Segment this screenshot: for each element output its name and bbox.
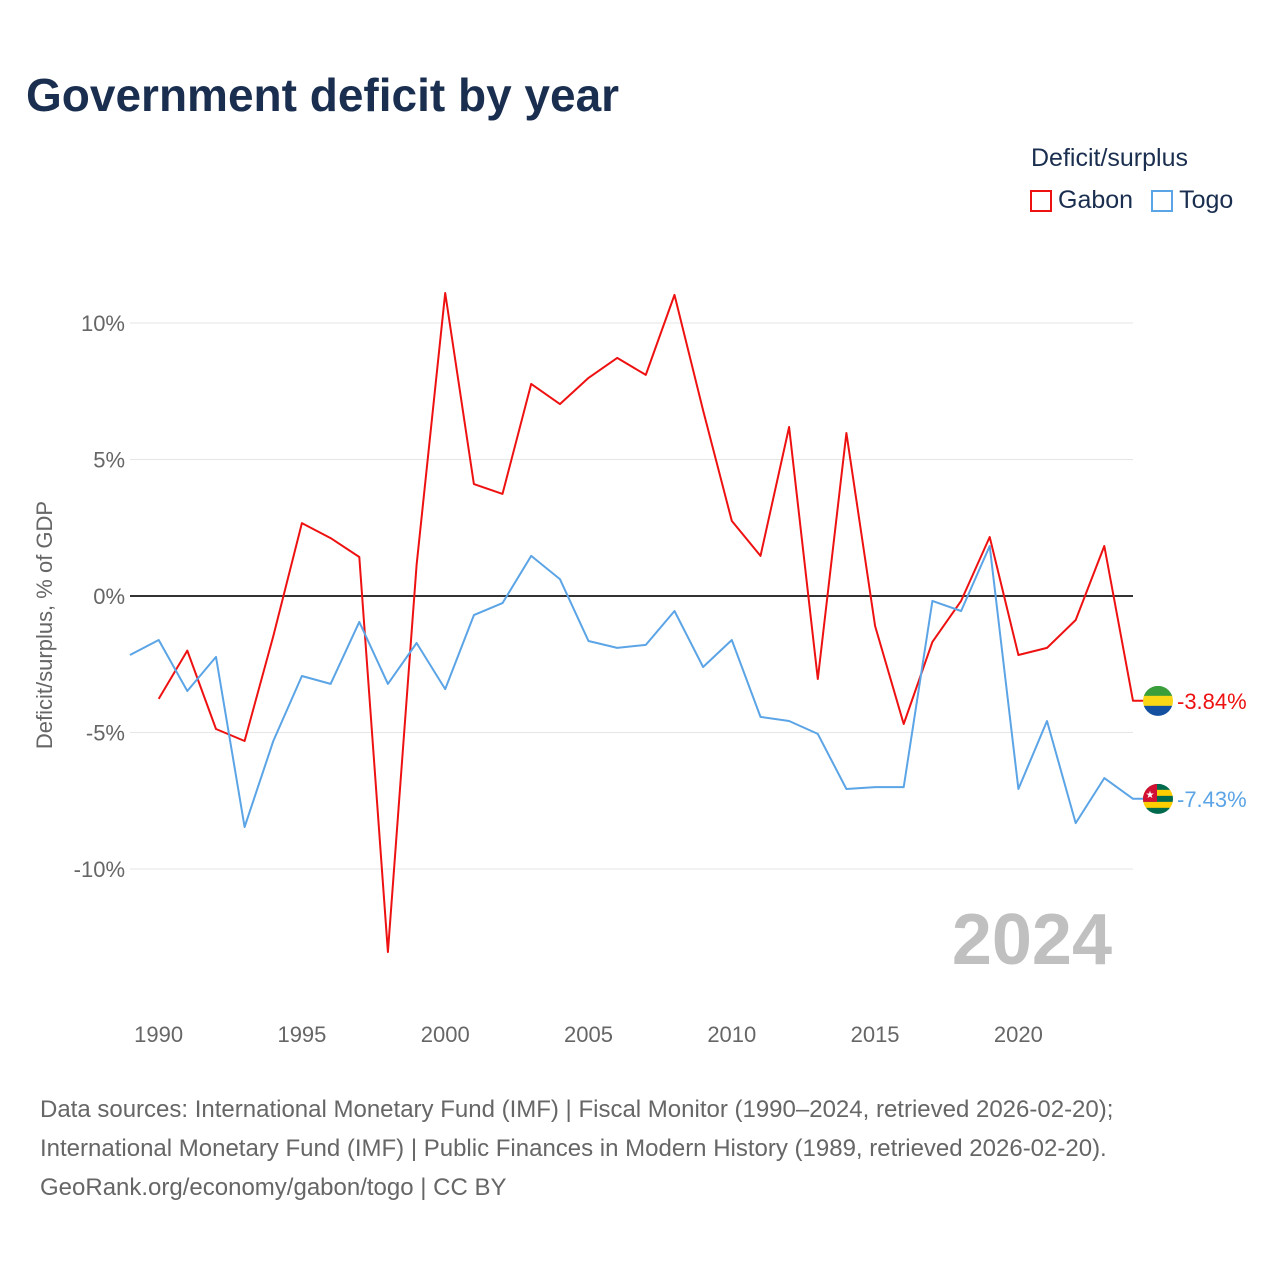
x-tick-label: 2000: [421, 1022, 470, 1047]
y-tick-label: 0%: [93, 584, 125, 609]
source-line: Data sources: International Monetary Fun…: [40, 1096, 1114, 1123]
x-tick-label: 1990: [134, 1022, 183, 1047]
svg-text:★: ★: [1146, 790, 1155, 801]
legend-label: Togo: [1179, 186, 1234, 214]
series-line-togo: [129, 545, 1145, 828]
end-value-label-togo: -7.43%: [1177, 787, 1247, 812]
year-watermark: 2024: [952, 900, 1112, 980]
chart-title: Government deficit by year: [26, 69, 620, 121]
legend-swatch-gabon: [1030, 189, 1052, 212]
source-line: GeoRank.org/economy/gabon/togo | CC BY: [40, 1174, 507, 1201]
x-tick-label: 2020: [994, 1022, 1043, 1047]
x-tick-label: 1995: [277, 1022, 326, 1047]
togo-flag-icon: ★: [1143, 783, 1173, 814]
series-line-gabon: [157, 292, 1145, 953]
legend: Gabon Togo: [1030, 186, 1233, 215]
y-axis-label: Deficit/surplus, % of GDP: [32, 501, 57, 749]
y-tick-label: 10%: [81, 311, 125, 336]
source-note: Data sources: International Monetary Fun…: [40, 1090, 1113, 1207]
y-tick-label: -5%: [86, 721, 125, 746]
source-line: International Monetary Fund (IMF) | Publ…: [40, 1135, 1107, 1162]
end-value-label-gabon: -3.84%: [1177, 689, 1247, 714]
y-tick-label: -10%: [74, 857, 125, 882]
y-tick-label: 5%: [93, 448, 125, 473]
legend-title: Deficit/surplus: [1031, 144, 1188, 172]
x-tick-label: 2005: [564, 1022, 613, 1047]
legend-item-gabon[interactable]: Gabon: [1030, 186, 1133, 215]
gabon-flag-icon: [1143, 685, 1173, 716]
legend-item-togo[interactable]: Togo: [1151, 186, 1233, 215]
legend-label: Gabon: [1058, 186, 1134, 214]
x-tick-label: 2015: [851, 1022, 900, 1047]
x-tick-label: 2010: [707, 1022, 756, 1047]
legend-swatch-togo: [1151, 189, 1174, 212]
